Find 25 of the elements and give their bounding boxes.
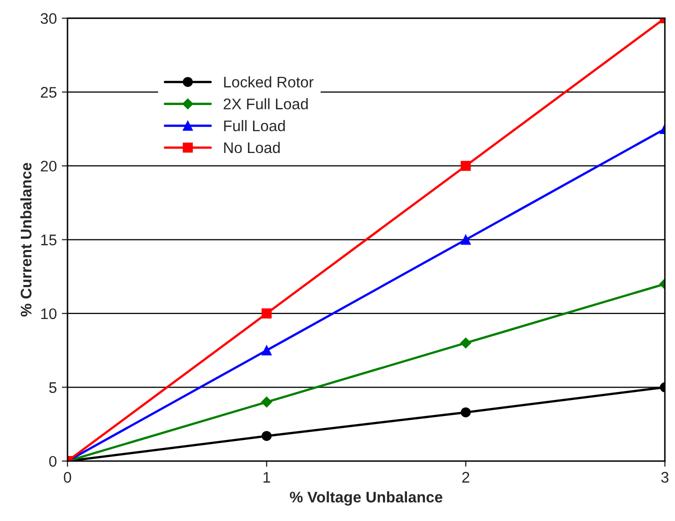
point xyxy=(261,396,272,408)
x-axis-title: % Voltage Unbalance xyxy=(290,491,442,506)
y-tick-label: 20 xyxy=(40,160,56,172)
point xyxy=(460,338,472,348)
point xyxy=(262,345,272,356)
y-tick-label: 10 xyxy=(41,308,56,320)
legend-label: Locked Rotor xyxy=(224,76,314,88)
legend-label: No Load xyxy=(224,142,280,154)
legend-label: 2X Full Load xyxy=(224,98,308,110)
x-tick-label: 2 xyxy=(462,472,470,483)
point xyxy=(460,234,471,245)
point xyxy=(262,308,272,318)
point xyxy=(460,407,471,418)
y-tick-label: 0 xyxy=(49,456,56,467)
point xyxy=(460,160,471,171)
y-tick-label: 15 xyxy=(41,234,56,246)
point xyxy=(262,430,272,442)
x-tick-label: 1 xyxy=(264,472,270,483)
y-axis-title: % Current Unbalance xyxy=(20,162,32,317)
y-tick-label: 5 xyxy=(49,382,56,393)
y-tick-label: 30 xyxy=(40,13,56,24)
y-tick-label: 25 xyxy=(40,86,56,98)
x-tick-label: 0 xyxy=(64,472,72,483)
x-tick-label: 3 xyxy=(661,472,668,483)
legend-label: Full Load xyxy=(224,120,285,132)
